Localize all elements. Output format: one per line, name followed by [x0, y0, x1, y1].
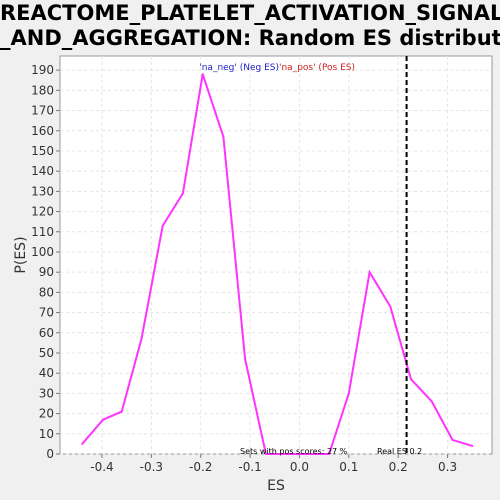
x-tick-label: -0.1	[238, 460, 261, 474]
data-point	[201, 73, 204, 76]
data-point	[347, 392, 350, 395]
data-point	[102, 418, 104, 421]
x-tick-label: 0.2	[389, 460, 408, 474]
data-point	[81, 442, 84, 445]
y-tick-label: 0	[46, 447, 54, 461]
data-point	[430, 400, 433, 403]
x-tick-label: -0.2	[189, 460, 212, 474]
y-tick-label: 140	[31, 164, 54, 178]
plot-area	[59, 55, 493, 455]
y-tick-label: 10	[39, 427, 54, 441]
series-line	[81, 73, 473, 455]
chart-title-line-1: REACTOME_PLATELET_ACTIVATION_SIGNALING	[0, 1, 500, 25]
data-point	[181, 192, 184, 195]
y-tick-label: 190	[31, 63, 54, 77]
pos-scores-annotation: Sets with pos scores: 27 %	[240, 447, 348, 456]
data-point	[451, 438, 454, 441]
data-point	[120, 410, 123, 413]
data-point	[244, 358, 247, 360]
data-point	[410, 378, 412, 381]
y-tick-label: 160	[31, 124, 54, 138]
data-point	[264, 453, 267, 455]
data-point	[368, 271, 371, 274]
data-point	[222, 135, 225, 138]
x-axis: -0.4 -0.3 -0.2 -0.1 0.0 0.1 0.2 0.3	[90, 454, 457, 474]
y-tick-label: 20	[39, 407, 54, 421]
y-tick-label: 170	[31, 104, 54, 118]
x-tick-label: 0.0	[290, 460, 309, 474]
x-tick-label: 0.3	[438, 460, 457, 474]
y-tick-label: 30	[39, 386, 54, 400]
data-point	[389, 305, 392, 308]
y-tick-label: 180	[31, 83, 54, 97]
y-tick-label: 50	[39, 346, 54, 360]
data-point	[161, 224, 164, 227]
y-tick-label: 150	[31, 144, 54, 158]
y-tick-label: 80	[39, 285, 54, 299]
real-es-label: Real ES 0.2	[377, 447, 422, 456]
y-tick-label: 100	[31, 245, 54, 259]
y-tick-label: 130	[31, 184, 54, 198]
y-axis-label: P(ES)	[13, 236, 29, 273]
x-tick-label: -0.3	[140, 460, 163, 474]
data-point	[471, 444, 474, 447]
legend-pos-label: 'na_pos' (Pos ES)	[279, 63, 355, 73]
y-tick-label: 110	[31, 225, 54, 239]
y-tick-label: 70	[39, 306, 54, 320]
y-axis: 0 10 20 30 40 50 60 70 80 90 100 110 120 130 140 150 160…	[31, 63, 60, 461]
data-point	[140, 337, 143, 340]
y-tick-label: 90	[39, 265, 54, 279]
series-group	[81, 73, 474, 455]
legend-neg-label: 'na_neg' (Neg ES)	[199, 63, 279, 73]
y-tick-label: 120	[31, 205, 54, 219]
data-point	[328, 453, 331, 455]
y-tick-label: 40	[39, 366, 54, 380]
x-tick-label: 0.1	[339, 460, 358, 474]
chart-title-line-2: _AND_AGGREGATION: Random ES distribution	[0, 26, 500, 50]
x-axis-label: ES	[267, 478, 285, 494]
x-tick-label: -0.4	[90, 460, 113, 474]
grid	[60, 56, 492, 455]
y-tick-label: 60	[39, 326, 54, 340]
